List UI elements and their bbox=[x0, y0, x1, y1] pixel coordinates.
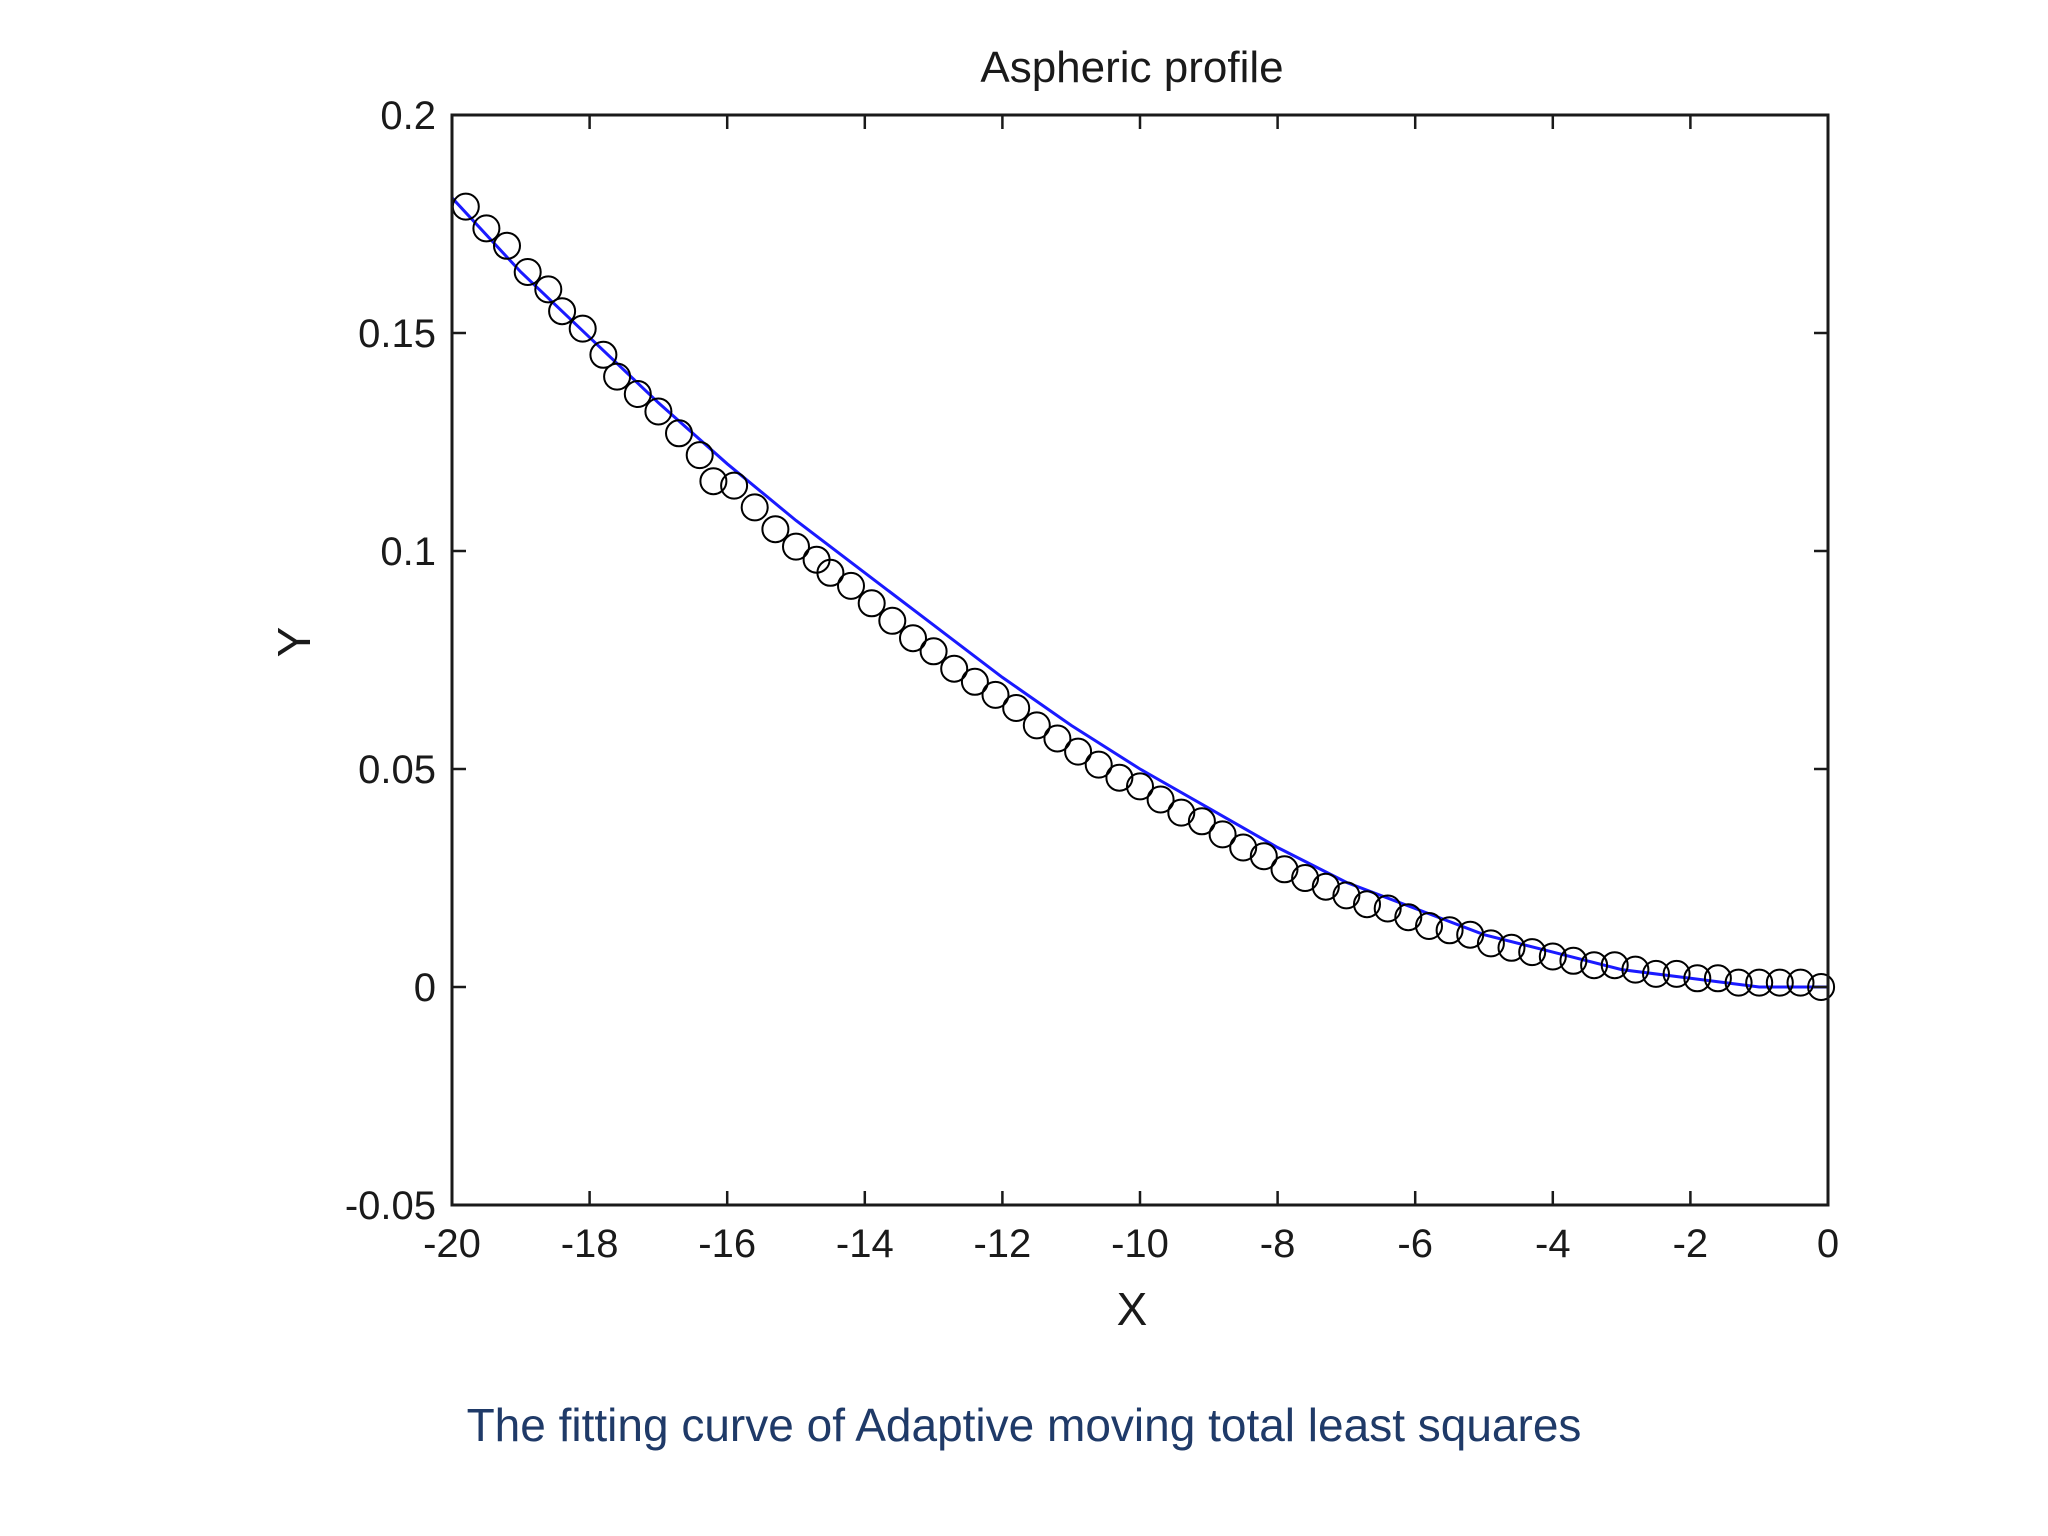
y-tick-label: 0.2 bbox=[380, 94, 436, 138]
data-point bbox=[1394, 903, 1423, 932]
x-tick-label: -12 bbox=[973, 1222, 1031, 1266]
data-point bbox=[1807, 973, 1836, 1001]
data-point bbox=[1208, 820, 1237, 849]
data-point bbox=[816, 558, 845, 587]
data-point bbox=[1332, 881, 1361, 910]
data-point bbox=[1311, 872, 1340, 901]
x-tick-label: -8 bbox=[1260, 1222, 1296, 1266]
fit-curve-line bbox=[450, 196, 1828, 989]
data-point bbox=[1642, 959, 1670, 988]
y-tick-label: -0.05 bbox=[345, 1184, 436, 1228]
y-tick-label: 0 bbox=[414, 966, 436, 1010]
data-point bbox=[1745, 968, 1774, 997]
data-point bbox=[899, 624, 927, 653]
data-point bbox=[981, 680, 1010, 709]
data-point bbox=[1518, 938, 1547, 967]
data-point bbox=[878, 606, 907, 635]
x-tick-label: -14 bbox=[836, 1222, 894, 1266]
data-point bbox=[940, 654, 969, 683]
data-point bbox=[1786, 968, 1815, 997]
x-tick-label: -10 bbox=[1111, 1222, 1169, 1266]
data-point bbox=[1167, 798, 1196, 827]
x-tick-label: -2 bbox=[1673, 1222, 1709, 1266]
x-tick-label: -16 bbox=[698, 1222, 756, 1266]
data-point bbox=[1146, 785, 1175, 814]
data-point bbox=[1559, 946, 1588, 975]
data-point bbox=[1415, 912, 1443, 940]
data-point bbox=[665, 419, 693, 448]
data-point bbox=[720, 471, 749, 500]
data-point bbox=[1538, 942, 1567, 971]
data-point bbox=[857, 589, 886, 618]
data-point bbox=[534, 275, 563, 304]
x-tick-label: -6 bbox=[1397, 1222, 1433, 1266]
plot-area-frame bbox=[450, 113, 1830, 1207]
data-point bbox=[1229, 833, 1258, 862]
data-point bbox=[1126, 772, 1154, 801]
data-point bbox=[472, 214, 501, 243]
data-point bbox=[1043, 724, 1072, 753]
data-point bbox=[1621, 955, 1650, 984]
data-point bbox=[1580, 951, 1609, 980]
y-tick-label: 0.1 bbox=[380, 530, 436, 574]
data-point bbox=[1249, 842, 1278, 871]
data-point bbox=[568, 314, 597, 343]
data-point bbox=[548, 297, 577, 326]
x-tick-label: -20 bbox=[423, 1222, 481, 1266]
data-point bbox=[451, 192, 480, 221]
x-tick-label-layer: -20 -18 -16 -14 -12 -10 -8 -6 -4 -2 0 bbox=[423, 1222, 1839, 1266]
data-point bbox=[685, 441, 714, 470]
data-point bbox=[644, 397, 673, 426]
data-point bbox=[1353, 890, 1381, 919]
data-point bbox=[960, 667, 989, 696]
data-point bbox=[1435, 916, 1464, 945]
data-point bbox=[1187, 807, 1216, 836]
data-point bbox=[1703, 964, 1732, 993]
data-point bbox=[1105, 763, 1134, 792]
data-point bbox=[761, 515, 790, 544]
data-point bbox=[1662, 959, 1691, 988]
data-point bbox=[1456, 920, 1485, 949]
data-point bbox=[1002, 694, 1031, 722]
figure-caption: The fitting curve of Adaptive moving tot… bbox=[466, 1399, 1582, 1451]
y-tick-label: 0.05 bbox=[358, 748, 436, 792]
data-point bbox=[513, 258, 542, 286]
data-point bbox=[1084, 750, 1113, 779]
data-point bbox=[493, 231, 521, 260]
marker-layer bbox=[451, 192, 1836, 1001]
data-point bbox=[623, 380, 652, 408]
data-point bbox=[782, 532, 810, 561]
data-point bbox=[1765, 968, 1794, 997]
data-point bbox=[1724, 968, 1753, 997]
data-point bbox=[1373, 894, 1402, 923]
x-axis-label: X bbox=[1117, 1283, 1148, 1335]
data-point bbox=[740, 493, 769, 522]
data-point bbox=[1476, 929, 1505, 958]
data-point bbox=[1291, 864, 1320, 892]
fit-curve-layer bbox=[450, 196, 1828, 989]
tick-layer bbox=[450, 113, 1830, 1207]
data-point bbox=[1600, 951, 1629, 980]
data-point bbox=[699, 467, 728, 496]
x-tick-label: -4 bbox=[1535, 1222, 1571, 1266]
data-point bbox=[1683, 964, 1712, 993]
data-point bbox=[603, 362, 632, 391]
data-point bbox=[589, 340, 618, 369]
data-point bbox=[1270, 855, 1299, 884]
data-point bbox=[1064, 737, 1093, 766]
data-point bbox=[1022, 711, 1051, 740]
x-tick-label: 0 bbox=[1817, 1222, 1839, 1266]
x-tick-label: -18 bbox=[561, 1222, 619, 1266]
data-point bbox=[1497, 933, 1526, 962]
y-axis-label: Y bbox=[268, 627, 320, 658]
data-point bbox=[837, 571, 865, 600]
chart-title: Aspheric profile bbox=[980, 43, 1283, 92]
y-tick-label-layer: -0.05 0 0.05 0.1 0.15 0.2 bbox=[345, 94, 436, 1228]
data-point bbox=[919, 637, 948, 666]
y-tick-label: 0.15 bbox=[358, 312, 436, 356]
